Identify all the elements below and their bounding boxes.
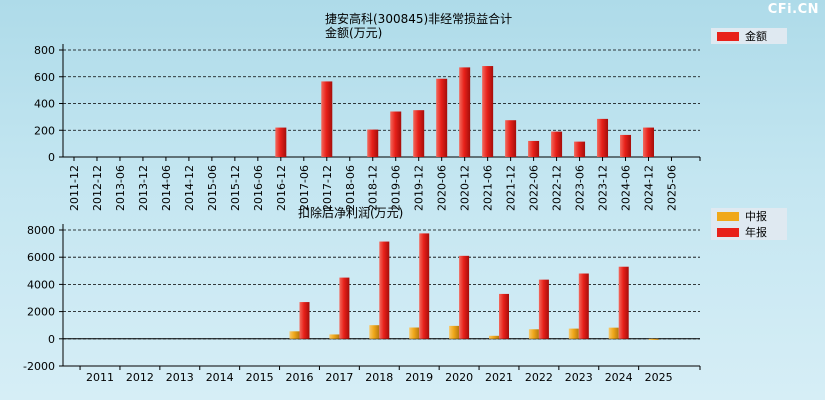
chart1-xtick-label: 2016-06	[252, 165, 265, 211]
chart2-bar-interim	[608, 327, 619, 339]
chart2-xtick-label: 2023	[565, 371, 593, 384]
chart1-title: 捷安高科(300845)非经常损益合计	[325, 12, 513, 26]
chart1-xtick-label: 2020-06	[436, 165, 449, 211]
chart2-xtick-label: 2016	[286, 371, 314, 384]
chart1-xtick-label: 2018-06	[344, 165, 357, 211]
chart1-xtick-label: 2025-06	[665, 165, 678, 211]
chart2-bar-interim	[289, 331, 300, 339]
chart1-xtick-label: 2012-12	[91, 165, 104, 211]
chart1-bar	[643, 127, 654, 157]
chart2-ytick-label: 0	[48, 333, 55, 346]
chart1-bar	[436, 78, 448, 157]
chart1-xtick-label: 2019-12	[413, 165, 426, 211]
chart1-bar	[551, 131, 563, 157]
chart1-xtick-label: 2021-06	[482, 165, 495, 211]
chart1-xtick-label: 2017-12	[321, 165, 334, 211]
chart2-bar-annual	[299, 302, 310, 339]
chart1-bar	[597, 118, 609, 157]
chart2-bar-annual	[538, 279, 549, 339]
chart2-bar-interim	[409, 327, 420, 339]
chart2-xtick-label: 2025	[645, 371, 673, 384]
chart1-bar	[482, 66, 494, 157]
chart1-xtick-label: 2024-12	[643, 165, 656, 211]
chart1-xtick-label: 2015-12	[229, 165, 242, 211]
chart2-xtick-label: 2022	[525, 371, 553, 384]
chart2-bar-annual	[459, 255, 470, 339]
chart1-bar	[620, 134, 632, 157]
chart1-bar	[528, 140, 540, 157]
chart2-bar-annual	[578, 273, 589, 339]
chart2-xtick-label: 2011	[86, 371, 114, 384]
chart2-xtick-label: 2024	[605, 371, 633, 384]
chart1-ytick-label: 400	[34, 98, 55, 111]
chart2-bar-interim	[489, 335, 499, 339]
chart1-xtick-label: 2018-12	[367, 165, 380, 211]
chart1-bar	[505, 120, 517, 157]
chart2-xtick-label: 2014	[206, 371, 234, 384]
chart2-bar-annual	[379, 241, 390, 339]
chart2-bar-interim	[568, 328, 579, 339]
chart2-legend-swatch	[717, 212, 739, 221]
chart1-xtick-label: 2021-12	[505, 165, 518, 211]
chart1-ytick-label: 800	[34, 44, 55, 57]
chart1-xtick-label: 2022-12	[551, 165, 564, 211]
chart1-xtick-label: 2015-06	[206, 165, 219, 211]
chart2-ytick-label: 4000	[27, 278, 55, 291]
chart1-bar	[390, 111, 402, 157]
chart1-xtick-label: 2011-12	[68, 165, 81, 211]
chart1-legend-swatch	[717, 32, 739, 41]
chart1-xtick-label: 2016-12	[275, 165, 288, 211]
chart1-xtick-label: 2023-12	[597, 165, 610, 211]
chart2-title: 扣除后净利润(万元)	[298, 206, 404, 220]
chart2-bar-annual	[499, 293, 509, 339]
chart1-xtick-label: 2014-06	[160, 165, 173, 211]
chart2-xtick-label: 2012	[126, 371, 154, 384]
chart2-ytick-label: -2000	[23, 360, 55, 373]
chart2-bar-annual	[339, 277, 350, 339]
chart1-xtick-label: 2020-12	[459, 165, 472, 211]
chart2-bar-interim	[449, 325, 460, 339]
chart2-bar-interim	[528, 329, 539, 339]
chart1-bar	[574, 141, 586, 157]
chart2-xtick-label: 2020	[445, 371, 473, 384]
chart1-bar	[321, 81, 333, 157]
chart2-bar-annual	[618, 266, 629, 339]
chart2-xtick-label: 2018	[365, 371, 393, 384]
chart1-xtick-label: 2019-06	[390, 165, 403, 211]
chart2-xtick-label: 2013	[166, 371, 194, 384]
chart1-xtick-label: 2017-06	[298, 165, 311, 211]
chart2-bar-annual	[419, 233, 430, 339]
chart1-legend-label: 金额	[745, 29, 767, 43]
chart2-xtick-label: 2015	[246, 371, 274, 384]
chart1-ytick-label: 0	[48, 151, 55, 164]
chart1-bar	[367, 129, 379, 157]
chart2-legend-label: 中报	[745, 209, 767, 223]
chart1-bar	[413, 110, 425, 157]
chart2-xtick-label: 2019	[405, 371, 433, 384]
watermark: CFi.CN	[767, 2, 819, 17]
chart1-bar	[275, 127, 287, 157]
chart2-ytick-label: 6000	[27, 251, 55, 264]
chart1-xtick-label: 2022-06	[528, 165, 541, 211]
chart1-xtick-label: 2024-06	[620, 165, 633, 211]
chart1-bar	[459, 67, 471, 157]
chart1-ytick-label: 600	[34, 71, 55, 84]
chart2-bar-interim	[369, 325, 380, 339]
chart2-bar-interim	[648, 338, 659, 340]
chart2-legend-swatch	[717, 228, 739, 237]
chart1-xtick-label: 2023-06	[574, 165, 587, 211]
chart1-subtitle: 金额(万元)	[325, 26, 383, 40]
chart2-legend-label: 年报	[745, 225, 767, 239]
chart2-ytick-label: 2000	[27, 306, 55, 319]
chart2-bar-interim	[329, 334, 340, 339]
chart1-xtick-label: 2013-06	[114, 165, 127, 211]
chart2-xtick-label: 2017	[325, 371, 353, 384]
chart1-xtick-label: 2014-12	[183, 165, 196, 211]
chart1-ytick-label: 200	[34, 124, 55, 137]
chart2-ytick-label: 8000	[27, 224, 55, 237]
chart1-xtick-label: 2013-12	[137, 165, 150, 211]
chart2-xtick-label: 2021	[485, 371, 513, 384]
